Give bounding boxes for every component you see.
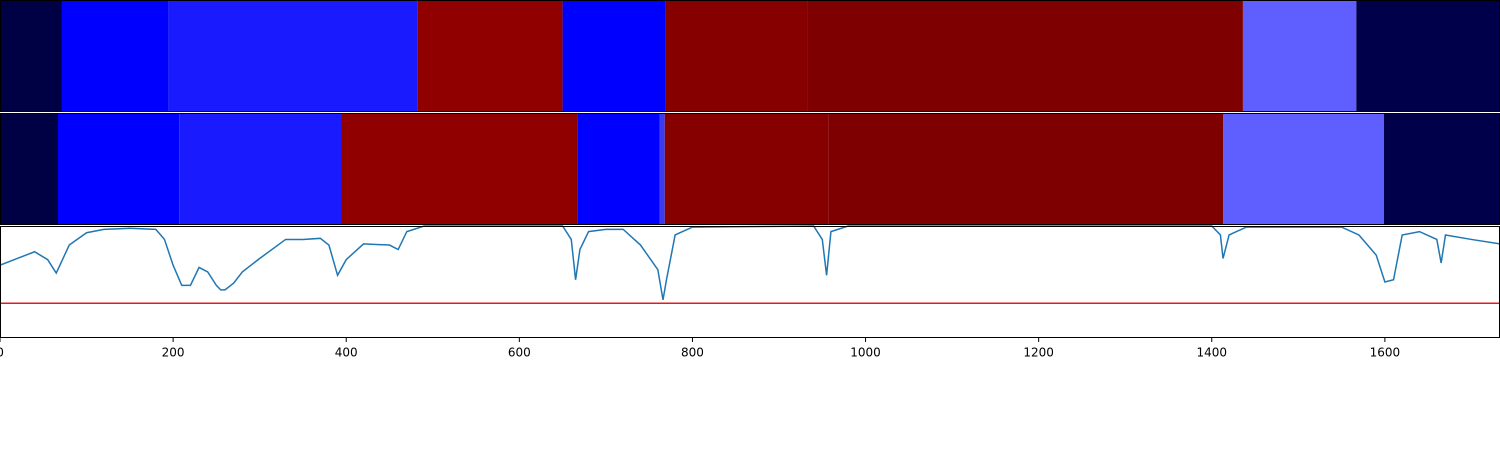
segment bbox=[807, 0, 1243, 112]
segment bbox=[828, 113, 1224, 225]
x-tick-label: 400 bbox=[335, 346, 358, 360]
x-tick-label: 0 bbox=[0, 346, 4, 360]
panel-frame bbox=[0, 226, 1500, 338]
segment bbox=[0, 113, 58, 225]
segment bbox=[1223, 113, 1385, 225]
segment bbox=[179, 113, 342, 225]
segment bbox=[562, 0, 666, 112]
segment bbox=[57, 113, 180, 225]
segment bbox=[168, 0, 418, 112]
x-tick-label: 1400 bbox=[1196, 346, 1227, 360]
x-tick-label: 1000 bbox=[850, 346, 881, 360]
x-tick-label: 200 bbox=[162, 346, 185, 360]
x-tick-label: 800 bbox=[681, 346, 704, 360]
segment bbox=[664, 113, 829, 225]
segment bbox=[1242, 0, 1357, 112]
x-tick-label: 1600 bbox=[1370, 346, 1401, 360]
line-series bbox=[0, 225, 1500, 301]
segment bbox=[341, 113, 578, 225]
segment bbox=[1384, 113, 1500, 225]
x-tick-label: 600 bbox=[508, 346, 531, 360]
segment bbox=[577, 113, 660, 225]
segment bbox=[0, 0, 62, 112]
segment bbox=[1356, 0, 1500, 112]
segment bbox=[659, 113, 665, 225]
x-tick-label: 1200 bbox=[1023, 346, 1054, 360]
segment bbox=[417, 0, 563, 112]
segment bbox=[61, 0, 169, 112]
segment bbox=[665, 0, 808, 112]
